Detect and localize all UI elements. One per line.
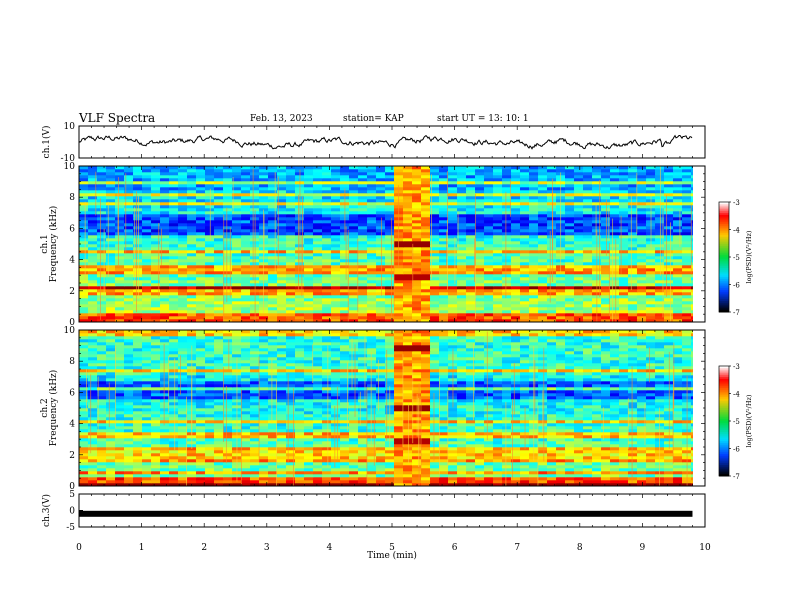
freq-tick-label: 4: [69, 256, 75, 266]
ch3-trace: [79, 510, 693, 517]
time-tick-label: 10: [699, 543, 711, 553]
ch3-ytick-label: 5: [69, 490, 75, 500]
time-tick-label: 9: [640, 543, 646, 553]
colorbar-tick-label: -5: [733, 418, 740, 426]
colorbar-tick-label: -4: [733, 227, 740, 235]
time-tick-label: 7: [514, 543, 520, 553]
time-tick-label: 3: [264, 543, 270, 553]
time-tick-label: 0: [76, 543, 82, 553]
frequency-axis-label: Frequency (kHz): [48, 206, 59, 283]
colorbar-tick-label: -3: [733, 199, 740, 207]
time-tick-label: 8: [577, 543, 583, 553]
ch3-ylabel: ch.3(V): [41, 494, 52, 527]
colorbar-tick-label: -5: [733, 254, 740, 262]
time-tick-label: 5: [389, 543, 395, 553]
channel-label: ch.2: [40, 398, 50, 417]
freq-tick-label: 2: [69, 451, 75, 461]
freq-tick-label: 10: [64, 326, 76, 336]
ch1-ytick-min: -10: [61, 154, 76, 164]
ch3-ytick-label: -5: [66, 523, 75, 533]
colorbar-tick-label: -7: [733, 473, 740, 481]
ch1-ytick-max: 10: [64, 122, 76, 132]
time-tick-label: 2: [201, 543, 207, 553]
freq-tick-label: 0: [69, 482, 75, 492]
date-label: Feb. 13, 2023: [250, 114, 313, 124]
ch3-ytick-label: 0: [69, 507, 75, 517]
colorbar-tick-label: -3: [733, 363, 740, 371]
ch1-waveform-frame: [78, 125, 706, 159]
spectrogram-ch2: [79, 330, 693, 487]
freq-tick-label: 0: [69, 318, 75, 328]
time-axis-label: Time (min): [367, 550, 417, 561]
time-tick-label: 4: [327, 543, 333, 553]
freq-tick-label: 6: [69, 388, 75, 398]
colorbar-tick-label: -7: [733, 309, 740, 317]
ch3-waveform-frame: [78, 493, 706, 528]
colorbar-tick-label: -4: [733, 391, 740, 399]
freq-tick-label: 10: [64, 162, 76, 172]
colorbar-tick-label: -6: [733, 282, 740, 290]
freq-tick-label: 2: [69, 287, 75, 297]
freq-tick-label: 8: [69, 193, 75, 203]
freq-tick-label: 6: [69, 224, 75, 234]
colorbar-tick-label: -6: [733, 446, 740, 454]
time-tick-label: 6: [452, 543, 458, 553]
chart-title: VLF Spectra: [79, 111, 156, 125]
freq-tick-label: 4: [69, 420, 75, 430]
time-tick-label: 1: [139, 543, 145, 553]
colorbar-label: log(PSD)(V²/Hz): [745, 230, 753, 283]
start-time-label: start UT = 13: 10: 1: [437, 114, 529, 124]
colorbar-label: log(PSD)(V²/Hz): [745, 394, 753, 447]
station-label: station= KAP: [343, 114, 404, 124]
channel-label: ch.1: [40, 234, 50, 253]
spectrogram-ch1: [79, 166, 693, 323]
freq-tick-label: 8: [69, 357, 75, 367]
ch1-ylabel: ch.1(V): [41, 126, 52, 159]
frequency-axis-label: Frequency (kHz): [48, 370, 59, 447]
ch1-trace: [78, 134, 693, 150]
